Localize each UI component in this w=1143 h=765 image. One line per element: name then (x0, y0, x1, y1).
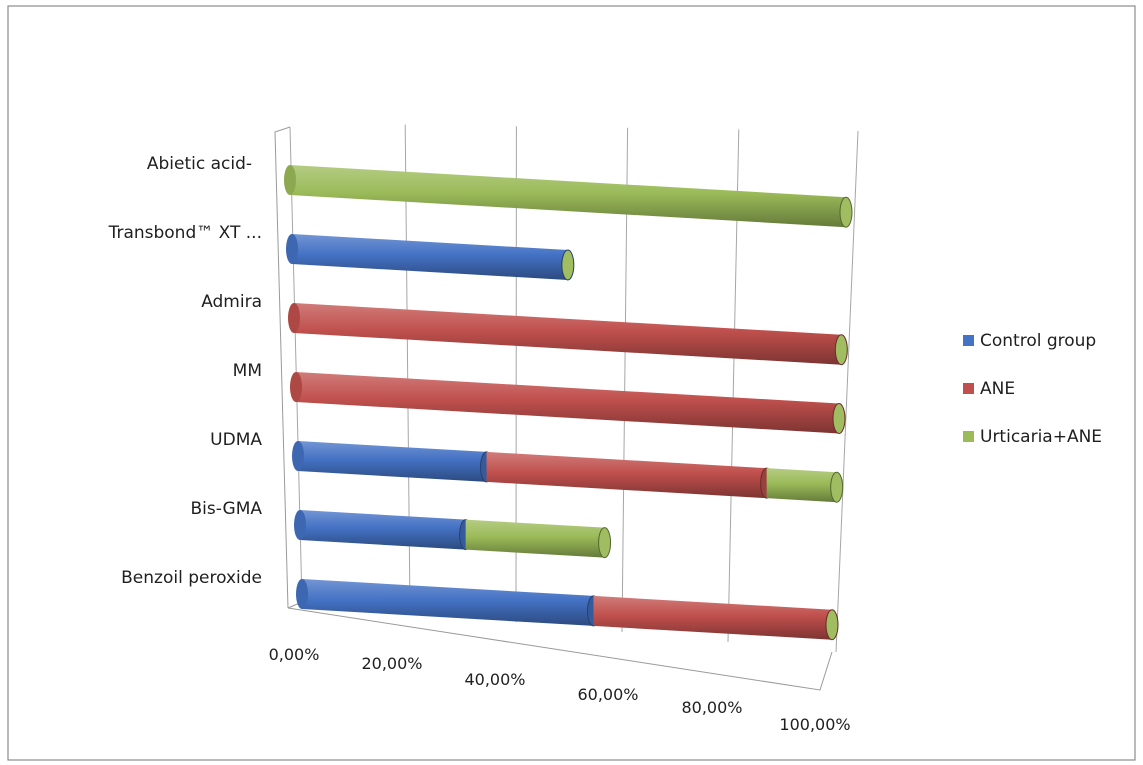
bar-segment-urticaria-ane (465, 519, 612, 559)
legend-label: ANE (980, 379, 1015, 399)
legend-label: Control group (980, 331, 1096, 351)
bar-segment-ane (288, 303, 848, 366)
bars (284, 165, 853, 641)
bar-segment-ane (593, 595, 839, 641)
legend-swatch (963, 383, 974, 394)
x-tick-label: 40,00% (464, 670, 525, 689)
bar-row-benzoil-peroxide (296, 579, 839, 641)
legend: Control group ANE Urticaria+ANE (963, 331, 1102, 447)
bar-row-mm (290, 372, 846, 434)
x-tick-labels: 0,00% 20,00% 40,00% 60,00% 80,00% 100,00% (269, 645, 851, 734)
bar-row-bis-gma (294, 510, 612, 559)
x-tick-label: 0,00% (269, 645, 320, 664)
category-label-abietic-acid: Abietic acid- (147, 154, 252, 174)
x-tick-label: 100,00% (779, 715, 850, 734)
category-label-bis-gma: Bis-GMA (191, 499, 263, 519)
chart-border (7, 5, 1136, 761)
category-label-admira: Admira (201, 292, 262, 312)
bar-row-udma (292, 441, 844, 503)
legend-item-urticaria-ane: Urticaria+ANE (963, 427, 1102, 447)
category-label-udma: UDMA (210, 430, 262, 450)
legend-item-ane: ANE (963, 379, 1015, 399)
bar-row-abietic-acid (284, 165, 853, 228)
category-label-transbond-xt: Transbond™ XT ... (108, 223, 262, 243)
bar-row-admira (288, 303, 848, 366)
x-tick-label: 80,00% (681, 698, 742, 717)
bar-segment-urticaria-ane (766, 468, 844, 503)
gridline (835, 130, 859, 653)
bar-segment-control-group (286, 234, 575, 281)
category-label-mm: MM (233, 361, 262, 381)
bar-segment-urticaria-ane (284, 165, 853, 228)
bar-row-transbond-xt (286, 234, 575, 281)
legend-swatch (963, 335, 974, 346)
bar-segment-ane (290, 372, 846, 434)
category-label-benzoil-peroxide: Benzoil peroxide (121, 568, 262, 588)
legend-item-control-group: Control group (963, 331, 1096, 351)
legend-label: Urticaria+ANE (980, 427, 1102, 447)
x-tick-label: 60,00% (577, 685, 638, 704)
category-labels: Abietic acid- Transbond™ XT ... Admira MM UD… (108, 154, 263, 588)
x-tick-label: 20,00% (361, 654, 422, 673)
legend-swatch (963, 431, 974, 442)
